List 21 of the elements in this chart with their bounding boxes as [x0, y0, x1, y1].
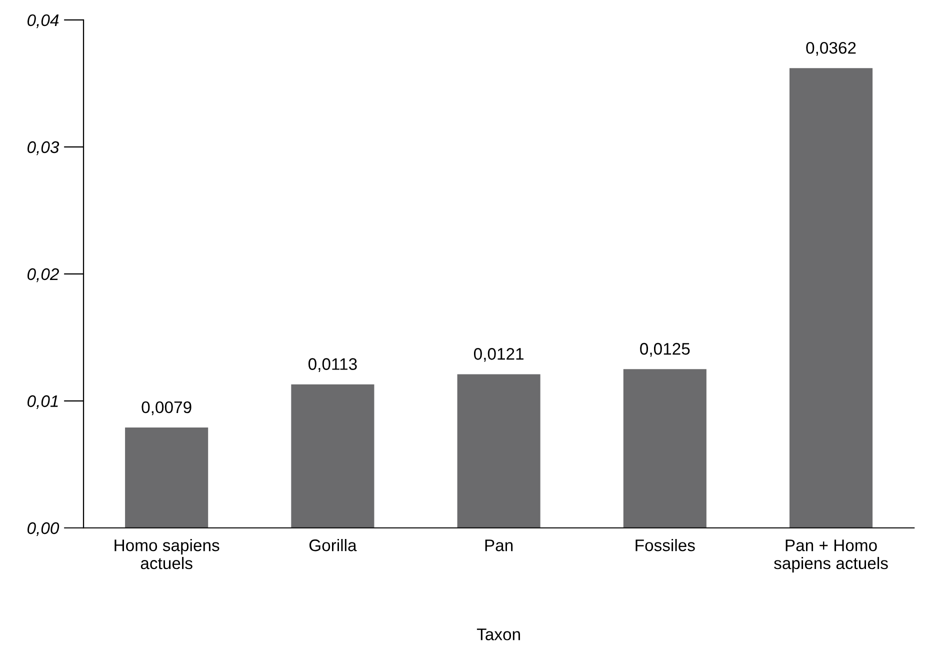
x-tick-label: Homo sapiens actuels [114, 538, 220, 570]
y-tick-label: 0,00 [28, 522, 60, 536]
y-tick-label: 0,03 [28, 141, 60, 156]
bar [291, 384, 374, 528]
y-tick-label: 0,02 [28, 268, 59, 282]
data-label: 0,0121 [474, 348, 524, 362]
x-tick-label: Fossiles [636, 538, 695, 552]
x-tick-label: Pan + Homo sapiens actuels [774, 540, 888, 572]
x-axis-title: Taxon [476, 628, 520, 640]
x-tick-label: Gorilla [309, 538, 357, 552]
data-label: 0,0079 [142, 401, 192, 416]
bar [623, 369, 706, 528]
bar [125, 428, 208, 528]
bar [457, 374, 540, 528]
data-label: 0,0125 [640, 342, 690, 357]
data-label: 0,0113 [308, 358, 357, 372]
x-tick-label: Pan [485, 540, 513, 552]
data-label: 0,0362 [806, 42, 856, 56]
y-tick-label: 0,01 [28, 395, 58, 410]
y-tick-label: 0,04 [28, 14, 59, 28]
bar [789, 68, 873, 528]
